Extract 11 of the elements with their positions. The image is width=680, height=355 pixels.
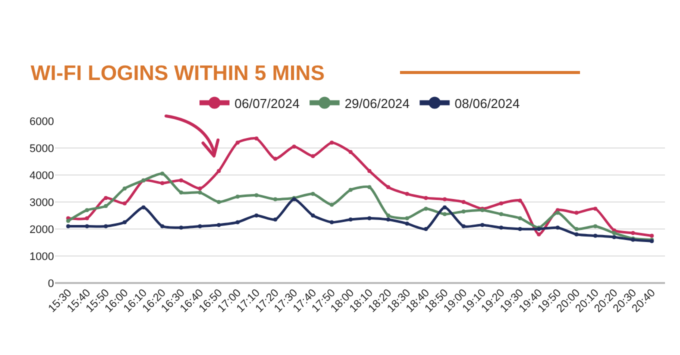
- y-tick-label: 3000: [30, 196, 54, 209]
- legend-label: 06/07/2024: [234, 96, 300, 111]
- y-tick-label: 1000: [30, 250, 54, 263]
- legend-label: 29/06/2024: [344, 96, 410, 111]
- y-tick-label: 5000: [30, 142, 54, 155]
- legend-label: 08/06/2024: [454, 96, 520, 111]
- y-tick-label: 4000: [30, 170, 54, 182]
- y-tick-label: 0: [48, 278, 54, 290]
- y-tick-label: 2000: [30, 224, 54, 236]
- y-tick-label: 6000: [30, 116, 54, 128]
- chart-title: WI-FI LOGINS WITHIN 5 MINS: [30, 62, 325, 86]
